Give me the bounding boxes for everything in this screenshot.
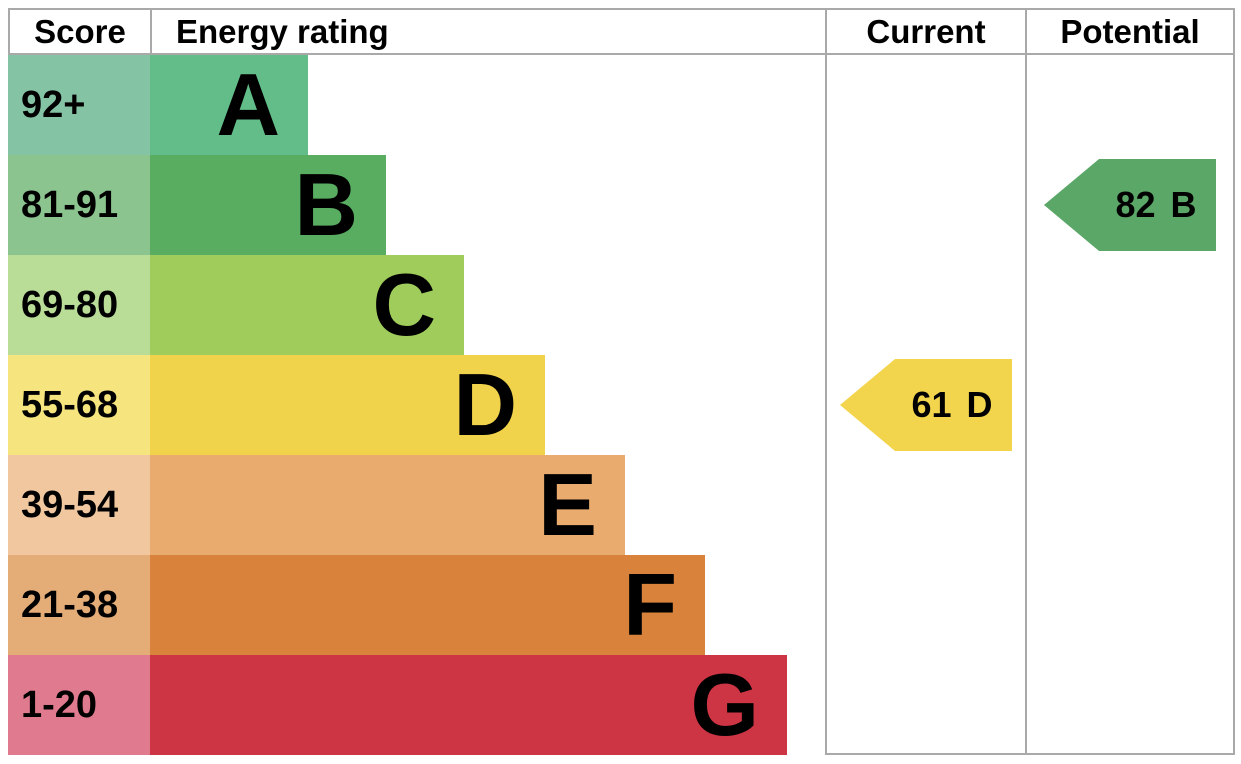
band-f-letter: F [623, 555, 677, 654]
current-cell-b [825, 155, 1025, 255]
potential-cell-f [1025, 555, 1235, 655]
band-g-row: G [150, 655, 825, 755]
band-d-letter: D [453, 355, 517, 454]
score-range-e: 39-54 [8, 455, 150, 555]
current-rating-arrow: 61 D [840, 359, 1012, 451]
header-energy-rating: Energy rating [150, 8, 825, 55]
band-f-row: F [150, 555, 825, 655]
epc-grid: Score Energy rating Current Potential 92… [8, 8, 1235, 755]
band-b-row: B [150, 155, 825, 255]
current-cell-f [825, 555, 1025, 655]
header-score: Score [8, 8, 150, 55]
score-range-b: 81-91 [8, 155, 150, 255]
potential-rating-arrow: 82 B [1044, 159, 1216, 251]
current-cell-a [825, 55, 1025, 155]
current-cell-g [825, 655, 1025, 755]
potential-cell-e [1025, 455, 1235, 555]
potential-band: B [1170, 184, 1197, 225]
score-range-c: 69-80 [8, 255, 150, 355]
potential-cell-a [1025, 55, 1235, 155]
band-a-row: A [150, 55, 825, 155]
band-e-letter: E [538, 455, 597, 554]
score-range-d: 55-68 [8, 355, 150, 455]
header-current: Current [825, 8, 1025, 55]
band-c-row: C [150, 255, 825, 355]
header-potential: Potential [1025, 8, 1235, 55]
band-g-letter: G [690, 655, 759, 754]
current-cell-d: 61 D [825, 355, 1025, 455]
band-a-letter: A [216, 55, 280, 154]
score-range-a: 92+ [8, 55, 150, 155]
band-d-row: D [150, 355, 825, 455]
band-e-row: E [150, 455, 825, 555]
band-c-letter: C [372, 255, 436, 354]
band-b-bar: B [150, 155, 386, 255]
current-score: 61 [911, 384, 952, 425]
potential-score: 82 [1115, 184, 1156, 225]
band-a-bar: A [150, 55, 308, 155]
score-range-g: 1-20 [8, 655, 150, 755]
current-cell-e [825, 455, 1025, 555]
band-d-bar: D [150, 355, 545, 455]
band-g-bar: G [150, 655, 787, 755]
score-range-f: 21-38 [8, 555, 150, 655]
current-cell-c [825, 255, 1025, 355]
band-b-letter: B [294, 155, 358, 254]
potential-cell-b: 82 B [1025, 155, 1235, 255]
potential-cell-d [1025, 355, 1235, 455]
band-f-bar: F [150, 555, 705, 655]
band-c-bar: C [150, 255, 464, 355]
potential-cell-g [1025, 655, 1235, 755]
band-e-bar: E [150, 455, 625, 555]
current-band: D [966, 384, 993, 425]
potential-cell-c [1025, 255, 1235, 355]
